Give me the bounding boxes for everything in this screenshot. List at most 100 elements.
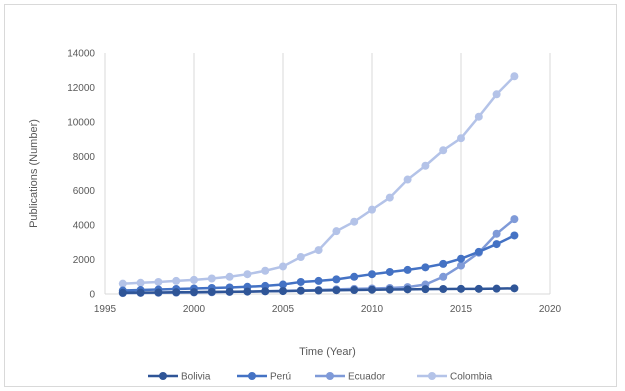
- data-point: [118, 279, 127, 288]
- data-point: [332, 275, 341, 284]
- data-point: [368, 270, 376, 279]
- data-point: [492, 240, 501, 249]
- data-point: [243, 287, 252, 296]
- legend: Bolivia Perú Ecuador Colombia: [148, 372, 493, 383]
- chart-frame: 1995 2000 2005 2010 2015 2020 0 2000 4000 6000 800…: [4, 4, 617, 387]
- data-point: [385, 285, 394, 294]
- x-axis-title: Time (Year): [299, 346, 356, 358]
- legend-item-bolivia: Bolivia: [148, 372, 211, 383]
- data-point: [421, 161, 430, 170]
- legend-marker: [248, 372, 256, 380]
- data-point: [207, 274, 216, 283]
- data-point: [474, 247, 483, 256]
- data-point: [350, 272, 359, 281]
- data-point: [314, 276, 323, 285]
- legend-label: Bolivia: [181, 372, 211, 383]
- y-tick-label: 0: [89, 290, 95, 301]
- data-point: [385, 267, 394, 276]
- data-point: [207, 287, 216, 296]
- y-tick-label: 2000: [73, 255, 96, 266]
- legend-item-ecuador: Ecuador: [315, 372, 386, 383]
- y-tick-label: 14000: [67, 49, 95, 60]
- data-point: [474, 112, 483, 121]
- data-point: [332, 227, 341, 236]
- data-point: [350, 217, 359, 226]
- y-tick-label: 4000: [73, 221, 96, 232]
- legend-item-perú: Perú: [237, 372, 291, 383]
- data-point: [510, 72, 519, 81]
- data-point: [136, 288, 145, 297]
- data-point: [296, 252, 305, 261]
- legend-marker: [159, 372, 167, 380]
- data-point: [332, 286, 341, 295]
- data-point: [296, 277, 305, 286]
- data-point: [403, 285, 412, 294]
- data-point: [439, 146, 448, 155]
- data-point: [457, 261, 465, 270]
- data-point: [261, 287, 270, 296]
- series-colombia: [118, 72, 519, 288]
- x-tick-label: 2010: [361, 304, 384, 315]
- x-tick-label: 2005: [272, 304, 295, 315]
- data-point: [314, 286, 323, 295]
- data-point: [385, 193, 394, 202]
- legend-marker: [428, 372, 436, 380]
- data-point: [510, 231, 519, 240]
- data-point: [261, 266, 270, 275]
- series-layer: [118, 72, 519, 298]
- data-point: [492, 284, 501, 293]
- data-point: [492, 229, 501, 238]
- gridlines: [193, 53, 551, 294]
- data-point: [510, 215, 519, 224]
- data-point: [296, 286, 305, 295]
- data-point: [243, 270, 252, 279]
- data-point: [172, 276, 181, 285]
- y-tick-label: 12000: [67, 83, 95, 94]
- data-point: [154, 277, 163, 286]
- data-point: [439, 259, 448, 268]
- data-point: [279, 287, 287, 296]
- y-tick-label: 6000: [73, 186, 96, 197]
- data-point: [279, 262, 287, 271]
- data-point: [190, 288, 198, 297]
- legend-item-colombia: Colombia: [417, 372, 493, 383]
- data-point: [439, 272, 448, 281]
- data-point: [225, 287, 234, 296]
- data-point: [474, 284, 483, 293]
- data-point: [439, 285, 448, 294]
- data-point: [457, 254, 465, 263]
- x-tick-label: 1995: [94, 304, 117, 315]
- y-axis-title: Publications (Number): [28, 119, 40, 228]
- data-point: [368, 285, 376, 294]
- x-tick-label: 2020: [539, 304, 562, 315]
- axes: 1995 2000 2005 2010 2015 2020 0 2000 4000 6000 800…: [67, 49, 561, 316]
- data-point: [368, 205, 376, 214]
- data-point: [172, 288, 181, 297]
- data-point: [136, 278, 145, 287]
- y-tick-label: 10000: [67, 117, 95, 128]
- x-tick-label: 2015: [450, 304, 473, 315]
- data-point: [421, 263, 430, 272]
- legend-label: Perú: [270, 372, 291, 383]
- data-point: [510, 284, 519, 293]
- data-point: [457, 134, 465, 143]
- y-tick-label: 8000: [73, 152, 96, 163]
- series-perú: [118, 231, 519, 295]
- legend-label: Ecuador: [348, 372, 386, 383]
- data-point: [350, 286, 359, 295]
- data-point: [118, 288, 127, 297]
- x-tick-label: 2000: [183, 304, 206, 315]
- data-point: [421, 285, 430, 294]
- line-chart: 1995 2000 2005 2010 2015 2020 0 2000 4000 6000 800…: [28, 49, 562, 383]
- data-point: [154, 288, 163, 297]
- series-bolivia: [118, 284, 519, 297]
- data-point: [225, 272, 234, 281]
- legend-marker: [326, 372, 334, 380]
- data-point: [314, 246, 323, 255]
- data-point: [492, 90, 501, 99]
- data-point: [279, 280, 287, 289]
- data-point: [457, 284, 465, 293]
- data-point: [403, 175, 412, 184]
- data-point: [403, 265, 412, 274]
- legend-label: Colombia: [450, 372, 493, 383]
